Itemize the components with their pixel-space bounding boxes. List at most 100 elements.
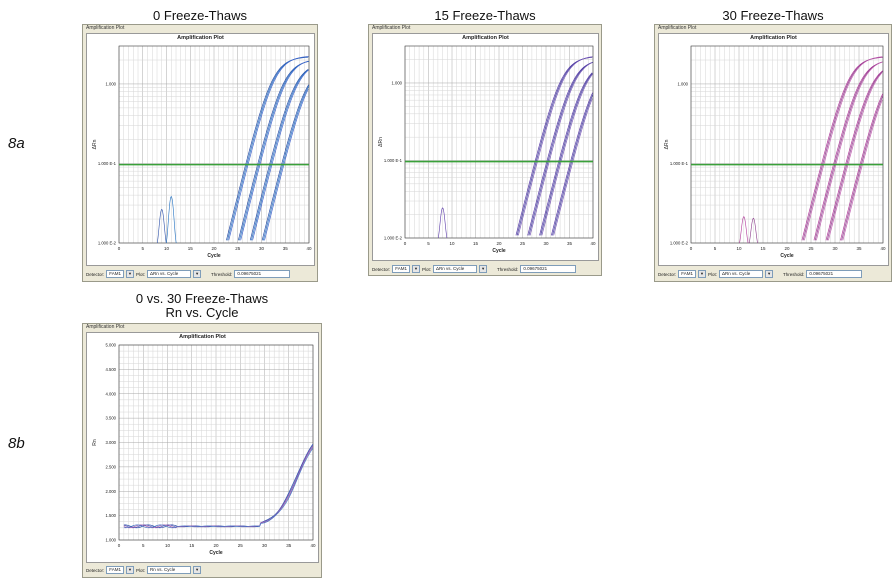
noise-trace bbox=[748, 217, 758, 243]
detector-select[interactable]: FAM1 bbox=[106, 270, 125, 278]
plot-title: Amplification Plot bbox=[750, 35, 797, 41]
amplification-curve bbox=[540, 73, 593, 236]
y-axis-label: ΔRn bbox=[664, 139, 670, 149]
x-axis-label: Cycle bbox=[209, 550, 223, 556]
x-tick-label: 20 bbox=[496, 241, 502, 246]
x-tick-label: 40 bbox=[880, 246, 886, 251]
amplification-curve bbox=[825, 70, 883, 241]
chevron-down-icon[interactable]: ▼ bbox=[412, 265, 421, 273]
amplification-curve bbox=[801, 57, 883, 241]
detector-select[interactable]: FAM1 bbox=[392, 265, 411, 273]
caption-15-freeze-thaws: 15 Freeze-Thaws bbox=[434, 8, 536, 23]
threshold-input[interactable]: 0.09675021 bbox=[234, 270, 291, 278]
plot-label: Plot: bbox=[136, 271, 146, 277]
window-title: Amplification Plot bbox=[658, 25, 697, 31]
noise-trace bbox=[437, 207, 448, 238]
chevron-down-icon[interactable]: ▼ bbox=[479, 265, 488, 273]
chevron-down-icon[interactable]: ▼ bbox=[698, 270, 707, 278]
chevron-down-icon[interactable]: ▼ bbox=[193, 566, 202, 574]
y-tick-label: 4.000 bbox=[106, 391, 117, 396]
plot-select[interactable]: ΔRn vs. Cycle bbox=[433, 265, 478, 273]
threshold-input[interactable]: 0.09675021 bbox=[806, 270, 863, 278]
x-tick-label: 30 bbox=[262, 543, 268, 548]
x-tick-label: 5 bbox=[141, 246, 144, 251]
x-axis-label: Cycle bbox=[780, 253, 794, 259]
y-tick-label: 4.500 bbox=[106, 367, 117, 372]
amplification-curve bbox=[252, 69, 309, 241]
x-tick-label: 25 bbox=[238, 543, 244, 548]
window-title: Amplification Plot bbox=[86, 324, 125, 330]
amplification-window-rn: Amplification Plot Amplification Plot 0 5… bbox=[82, 323, 322, 578]
y-tick-label: 1.000 E-1 bbox=[384, 158, 403, 163]
plot-frame bbox=[404, 45, 594, 239]
amplification-curve bbox=[539, 72, 593, 236]
row-label-8b: 8b bbox=[8, 435, 25, 452]
amplification-curve bbox=[237, 61, 309, 241]
detector-label: Detector: bbox=[658, 271, 677, 277]
plot-area: Amplification Plot 0 5 10 15 20 25 30 35 40 1.000… bbox=[658, 33, 889, 266]
series-group bbox=[405, 56, 593, 238]
detector-select[interactable]: FAM1 bbox=[106, 566, 125, 574]
x-tick-label: 0 bbox=[404, 241, 407, 246]
x-tick-label: 0 bbox=[690, 246, 693, 251]
amplification-curve bbox=[528, 61, 593, 236]
y-axis-label: Rn bbox=[92, 439, 98, 446]
plot-label: Plot: bbox=[708, 271, 718, 277]
detector-label: Detector: bbox=[372, 266, 391, 272]
x-tick-label: 15 bbox=[473, 241, 479, 246]
amplification-curve bbox=[239, 60, 309, 241]
amplification-curve bbox=[828, 72, 883, 241]
chevron-down-icon[interactable]: ▼ bbox=[126, 566, 135, 574]
plot-select[interactable]: ΔRn vs. Cycle bbox=[719, 270, 764, 278]
x-tick-label: 15 bbox=[188, 246, 194, 251]
series-group bbox=[119, 56, 309, 243]
x-tick-label: 10 bbox=[449, 241, 455, 246]
chevron-down-icon[interactable]: ▼ bbox=[126, 270, 135, 278]
y-axis-label: ΔRn bbox=[92, 139, 98, 149]
amplification-curve bbox=[264, 89, 309, 241]
x-tick-label: 25 bbox=[235, 246, 241, 251]
x-tick-label: 40 bbox=[310, 543, 316, 548]
y-tick-label: 1.000 E-2 bbox=[384, 236, 403, 241]
amplification-curve bbox=[527, 62, 593, 236]
noise-trace bbox=[156, 208, 167, 243]
amplification-curve bbox=[262, 85, 309, 241]
plot-title: Amplification Plot bbox=[179, 334, 226, 340]
amplification-chart: 0 5 10 15 20 25 30 35 40 1.000 E-2 1.000 E-1 1.000 C… bbox=[378, 45, 596, 254]
toolbar: Detector: FAM1 ▼ Plot: ΔRn vs. Cycle ▼ Thr… bbox=[372, 265, 577, 273]
x-tick-label: 15 bbox=[760, 246, 766, 251]
x-tick-label: 20 bbox=[784, 246, 790, 251]
amplification-chart: 0 5 10 15 20 25 30 35 40 1.000 E-2 1.000 E-1 1.000 C… bbox=[92, 45, 312, 259]
threshold-input[interactable]: 0.09675021 bbox=[520, 265, 577, 273]
plot-area: Amplification Plot 0 5 10 15 20 25 30 35 40 1.000… bbox=[372, 33, 599, 261]
amplification-window-30: Amplification Plot Amplification Plot 0 5… bbox=[654, 24, 892, 282]
window-title: Amplification Plot bbox=[86, 25, 125, 31]
plot-select[interactable]: Rn vs. Cycle bbox=[147, 566, 192, 574]
detector-select[interactable]: FAM1 bbox=[678, 270, 697, 278]
noise-trace bbox=[165, 195, 177, 243]
x-tick-label: 25 bbox=[520, 241, 526, 246]
amplification-curve bbox=[816, 61, 883, 241]
row-label-8a: 8a bbox=[8, 135, 25, 152]
amplification-window-15: Amplification Plot Amplification Plot 0 5… bbox=[368, 24, 602, 276]
plot-select[interactable]: ΔRn vs. Cycle bbox=[147, 270, 192, 278]
amplification-curve bbox=[529, 62, 593, 236]
caption-0-vs-30: 0 vs. 30 Freeze-Thaws Rn vs. Cycle bbox=[135, 291, 269, 320]
amplification-curve bbox=[840, 93, 883, 241]
plot-title: Amplification Plot bbox=[462, 35, 509, 41]
amplification-curve bbox=[552, 94, 593, 236]
noise-trace bbox=[739, 216, 749, 243]
toolbar: Detector: FAM1 ▼ Plot: ΔRn vs. Cycle ▼ Thr… bbox=[658, 270, 863, 278]
threshold-label: Threshold: bbox=[783, 271, 805, 277]
amplification-curve bbox=[240, 60, 309, 241]
amplification-curve bbox=[541, 73, 593, 236]
rn-curve bbox=[123, 447, 313, 529]
toolbar: Detector: FAM1 ▼ Plot: ΔRn vs. Cycle ▼ Thr… bbox=[86, 270, 291, 278]
chevron-down-icon[interactable]: ▼ bbox=[193, 270, 202, 278]
x-tick-label: 5 bbox=[142, 543, 145, 548]
amplification-curve bbox=[814, 61, 883, 241]
rn-curve bbox=[123, 443, 313, 529]
x-tick-label: 10 bbox=[736, 246, 742, 251]
chevron-down-icon[interactable]: ▼ bbox=[765, 270, 774, 278]
threshold-label: Threshold: bbox=[497, 266, 519, 272]
